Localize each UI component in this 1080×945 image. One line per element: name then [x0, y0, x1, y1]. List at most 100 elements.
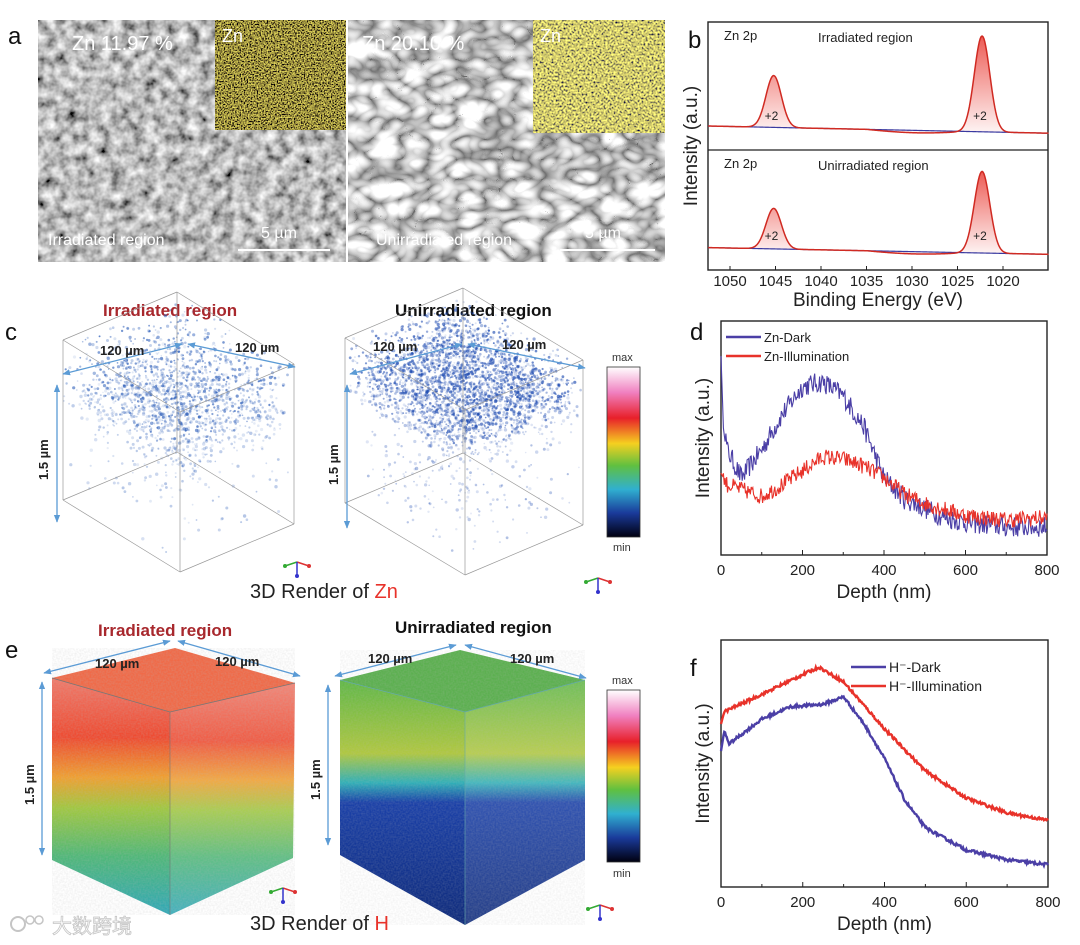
dot — [518, 386, 522, 391]
dot — [130, 386, 135, 390]
dot — [192, 399, 195, 402]
dot — [185, 379, 188, 382]
dot — [186, 441, 190, 444]
dot — [414, 398, 417, 402]
peak-label: +2 — [765, 109, 779, 123]
dot — [485, 381, 488, 385]
dot — [513, 378, 515, 381]
dot — [183, 456, 186, 460]
dot — [241, 387, 243, 390]
dot — [472, 382, 476, 386]
dot — [435, 337, 438, 340]
dot — [492, 379, 496, 383]
dot — [551, 437, 555, 441]
dot — [379, 416, 381, 419]
dot — [141, 406, 144, 409]
dot — [415, 395, 419, 399]
dot — [188, 409, 192, 413]
dot — [465, 485, 469, 489]
dot — [427, 426, 430, 429]
dot — [138, 374, 141, 377]
dot — [193, 443, 197, 446]
dot — [520, 377, 523, 381]
dot — [441, 417, 445, 421]
dot — [163, 446, 167, 450]
dot — [549, 370, 552, 374]
dot — [472, 436, 475, 439]
dot — [523, 386, 526, 390]
dot — [438, 535, 441, 538]
dot — [125, 394, 128, 397]
dot — [512, 393, 515, 396]
dot — [174, 476, 177, 478]
dot — [420, 375, 423, 378]
dot — [451, 430, 454, 433]
dot — [498, 399, 502, 403]
dot — [132, 366, 135, 369]
dot — [450, 474, 454, 478]
dot — [426, 359, 429, 362]
dot — [169, 377, 173, 381]
dot — [164, 415, 167, 418]
dot — [505, 373, 507, 376]
dot — [442, 427, 446, 431]
dot — [156, 438, 159, 441]
dot — [527, 406, 531, 409]
dot — [445, 454, 448, 457]
dot — [410, 428, 412, 431]
dot — [509, 403, 512, 406]
dot — [173, 386, 176, 388]
dot — [413, 462, 417, 466]
dot — [428, 379, 430, 382]
dot — [161, 430, 165, 434]
dot — [510, 373, 513, 377]
dot — [502, 413, 507, 417]
dot — [99, 411, 102, 414]
dot — [262, 439, 265, 442]
dot — [483, 377, 486, 379]
dot — [132, 375, 136, 379]
dot — [481, 333, 485, 337]
dot — [493, 344, 497, 347]
dot — [180, 381, 184, 385]
dot — [387, 388, 389, 391]
dot — [420, 350, 424, 354]
dot — [431, 459, 434, 463]
dot — [180, 407, 184, 411]
dot — [205, 417, 208, 420]
dot — [144, 391, 147, 394]
dot — [268, 408, 272, 412]
dot — [476, 467, 479, 470]
dot — [158, 381, 162, 384]
dot — [380, 412, 383, 416]
dot — [495, 431, 498, 434]
dot — [446, 403, 450, 407]
dot — [544, 418, 548, 422]
dot — [400, 337, 404, 341]
dot — [207, 393, 211, 396]
dot — [245, 365, 248, 368]
dot — [442, 417, 445, 420]
dot — [541, 382, 544, 385]
dot — [469, 390, 472, 394]
dot — [182, 434, 186, 437]
dot — [118, 396, 121, 400]
dot — [465, 430, 468, 433]
dot — [281, 383, 286, 387]
dot — [127, 482, 132, 486]
dot — [155, 472, 159, 476]
dot — [430, 421, 433, 423]
dot — [112, 481, 116, 485]
dot — [450, 445, 453, 449]
dot — [204, 365, 207, 369]
dot — [423, 431, 427, 434]
dot — [575, 413, 579, 417]
dot — [450, 383, 453, 386]
dot — [555, 406, 559, 410]
x-tick-label: 1050 — [713, 273, 746, 290]
dot — [542, 387, 546, 391]
dot — [165, 551, 168, 553]
dot — [474, 483, 478, 487]
dot — [157, 407, 161, 411]
dot — [435, 400, 438, 402]
